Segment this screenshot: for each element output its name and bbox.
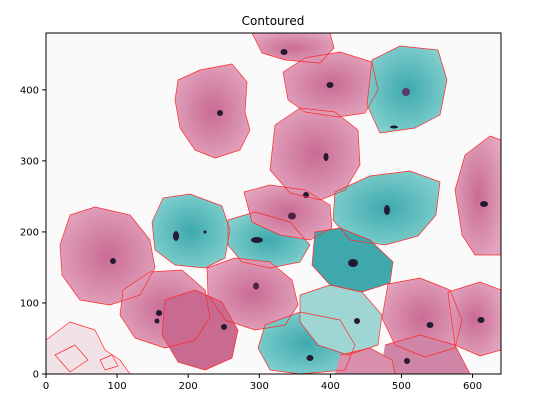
y-tick-label: 100 xyxy=(20,298,39,309)
x-tick-label: 200 xyxy=(179,381,198,392)
axes-frame xyxy=(45,32,502,375)
figure-title: Contoured xyxy=(242,14,305,28)
y-tick-label: 0 xyxy=(33,370,39,381)
x-tick-label: 500 xyxy=(392,381,411,392)
x-axis: 0 100 200 300 400 500 600 xyxy=(43,374,482,392)
y-tick-label: 200 xyxy=(20,227,39,238)
y-tick-label: 400 xyxy=(20,85,39,96)
micrograph-image xyxy=(46,33,501,374)
x-tick-label: 300 xyxy=(250,381,269,392)
x-tick-label: 400 xyxy=(321,381,340,392)
y-axis: 0 100 200 300 400 xyxy=(20,85,46,381)
x-tick-label: 0 xyxy=(43,381,49,392)
x-tick-label: 600 xyxy=(463,381,482,392)
contours xyxy=(46,33,501,374)
x-tick-label: 100 xyxy=(108,381,127,392)
nuclei xyxy=(110,49,488,364)
y-tick-label: 300 xyxy=(20,156,39,167)
